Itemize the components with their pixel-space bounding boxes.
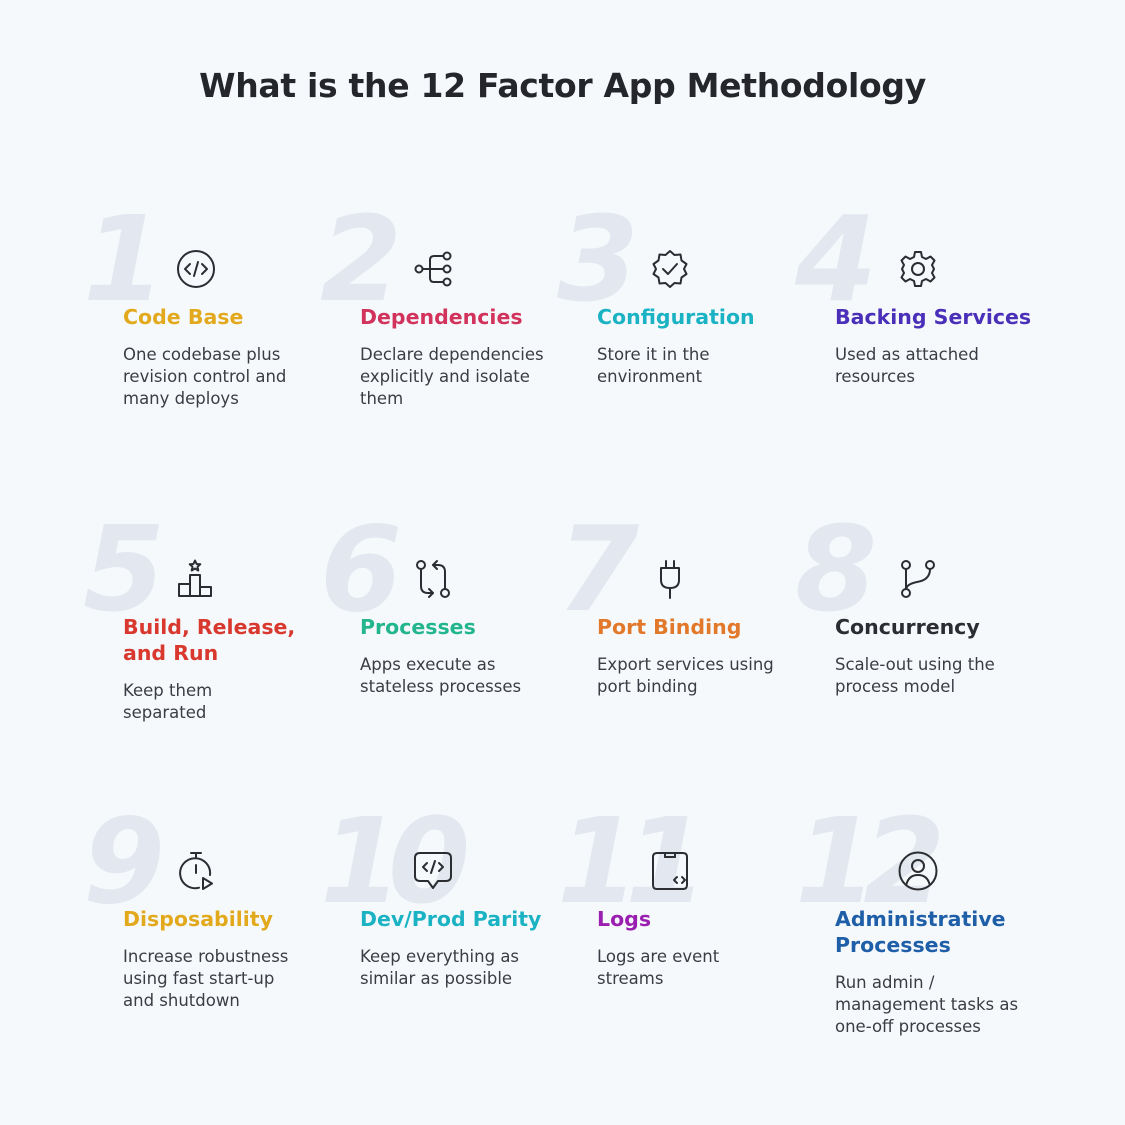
factor-title: Port Binding [597,615,742,639]
factor-title: Dev/Prod Parity [360,907,542,931]
factor-description: Export services using port binding [597,655,774,696]
factor-title: Build, Release, and Run [123,615,296,665]
page-title: What is the 12 Factor App Methodology [199,66,926,105]
factor-title: Configuration [597,305,755,329]
factor-description: Keep them separated [123,681,213,722]
factor-title: Dependencies [360,305,523,329]
factor-number: 6 [320,500,402,638]
factor-description: Declare dependencies explicitly and isol… [360,345,544,408]
factor-description: Logs are event streams [597,947,720,988]
factor-number: 9 [83,792,165,930]
factor-title: Concurrency [835,615,980,639]
branch-icon [897,558,939,600]
factor-number: 3 [557,190,639,328]
gear-icon [897,248,939,290]
factor-title: Backing Services [835,305,1032,329]
code-bubble-icon [412,850,454,892]
factor-description: Run admin / management tasks as one-off … [835,973,1019,1036]
factor-number: 11 [557,792,707,930]
factor-number: 8 [795,500,877,638]
factor-title: Code Base [123,305,244,329]
factor-title: Processes [360,615,476,639]
stopwatch-icon [175,850,217,892]
factor-number: 2 [320,190,402,328]
factor-number: 7 [557,500,639,638]
factor-description: Scale-out using the process model [835,655,995,696]
factor-description: Used as attached resources [835,345,979,386]
factor-number: 5 [83,500,165,638]
verified-badge-icon [649,248,691,290]
factor-title: Logs [597,907,652,931]
factor-number: 4 [795,190,877,328]
factor-description: Store it in the environment [597,345,710,386]
factor-number: 1 [83,190,165,328]
code-icon [175,248,217,290]
factor-title: Disposability [123,907,273,931]
factor-number: 10 [320,792,470,930]
factor-description: Apps execute as stateless processes [360,655,522,696]
factor-title: Administrative Processes [835,907,1006,957]
plug-icon [649,558,691,600]
dependency-tree-icon [412,248,454,290]
factor-description: Increase robustness using fast start-up … [123,947,289,1010]
log-file-icon [649,850,691,892]
factor-description: Keep everything as similar as possible [360,947,520,988]
swap-arrows-icon [412,558,454,600]
user-circle-icon [897,850,939,892]
podium-icon [175,558,217,600]
factor-description: One codebase plus revision control and m… [123,345,287,408]
